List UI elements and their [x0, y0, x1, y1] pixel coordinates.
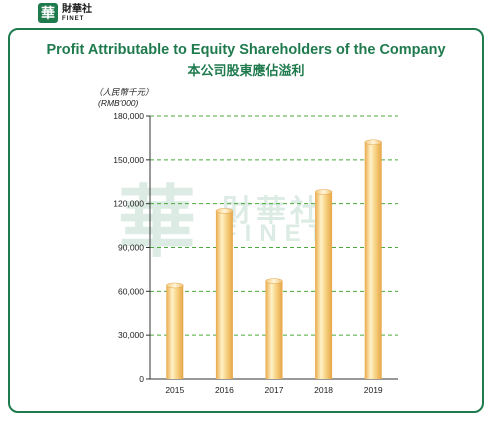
bar-cap [166, 282, 184, 289]
chart-subtitle: 本公司股東應佔溢利 [187, 63, 305, 78]
unit-label-cn: （人民幣千元） [94, 87, 154, 97]
y-tick-label: 60,000 [118, 286, 144, 296]
watermark-name-cn: 財華社 [222, 195, 324, 228]
finet-logo: 華 財華社 FINET [38, 2, 92, 24]
bar-cap [364, 139, 382, 146]
finet-logo-icon: 華 [38, 3, 58, 23]
y-tick-label: 90,000 [118, 243, 144, 253]
bar-cap [314, 189, 333, 195]
x-tick-label: 2019 [364, 385, 383, 395]
x-tick-label: 2018 [314, 385, 333, 395]
bar-2017 [265, 281, 283, 379]
unit-label-en: (RMB'000) [98, 98, 139, 108]
bar-2015 [166, 285, 184, 379]
x-tick-label: 2016 [215, 385, 234, 395]
chart-title: Profit Attributable to Equity Shareholde… [46, 42, 446, 58]
bar-cap [215, 208, 234, 214]
chart-card [8, 28, 484, 413]
watermark-name-en: FINET [222, 220, 332, 247]
bar-2019 [364, 142, 382, 379]
y-tick-label: 120,000 [113, 199, 144, 209]
bar-2018 [315, 191, 333, 379]
bar-2016 [215, 210, 233, 379]
logo-name-en: FINET [62, 15, 85, 22]
watermark-glyph: 華 [118, 178, 197, 266]
y-tick-label: 150,000 [113, 155, 144, 165]
y-tick-label: 30,000 [118, 330, 144, 340]
x-tick-label: 2015 [165, 385, 184, 395]
y-tick-label: 180,000 [113, 111, 144, 121]
logo-name-cn: 財華社 [62, 3, 92, 15]
y-tick-label: 0 [139, 374, 144, 384]
x-tick-label: 2017 [265, 385, 284, 395]
bar-cap [265, 278, 283, 284]
